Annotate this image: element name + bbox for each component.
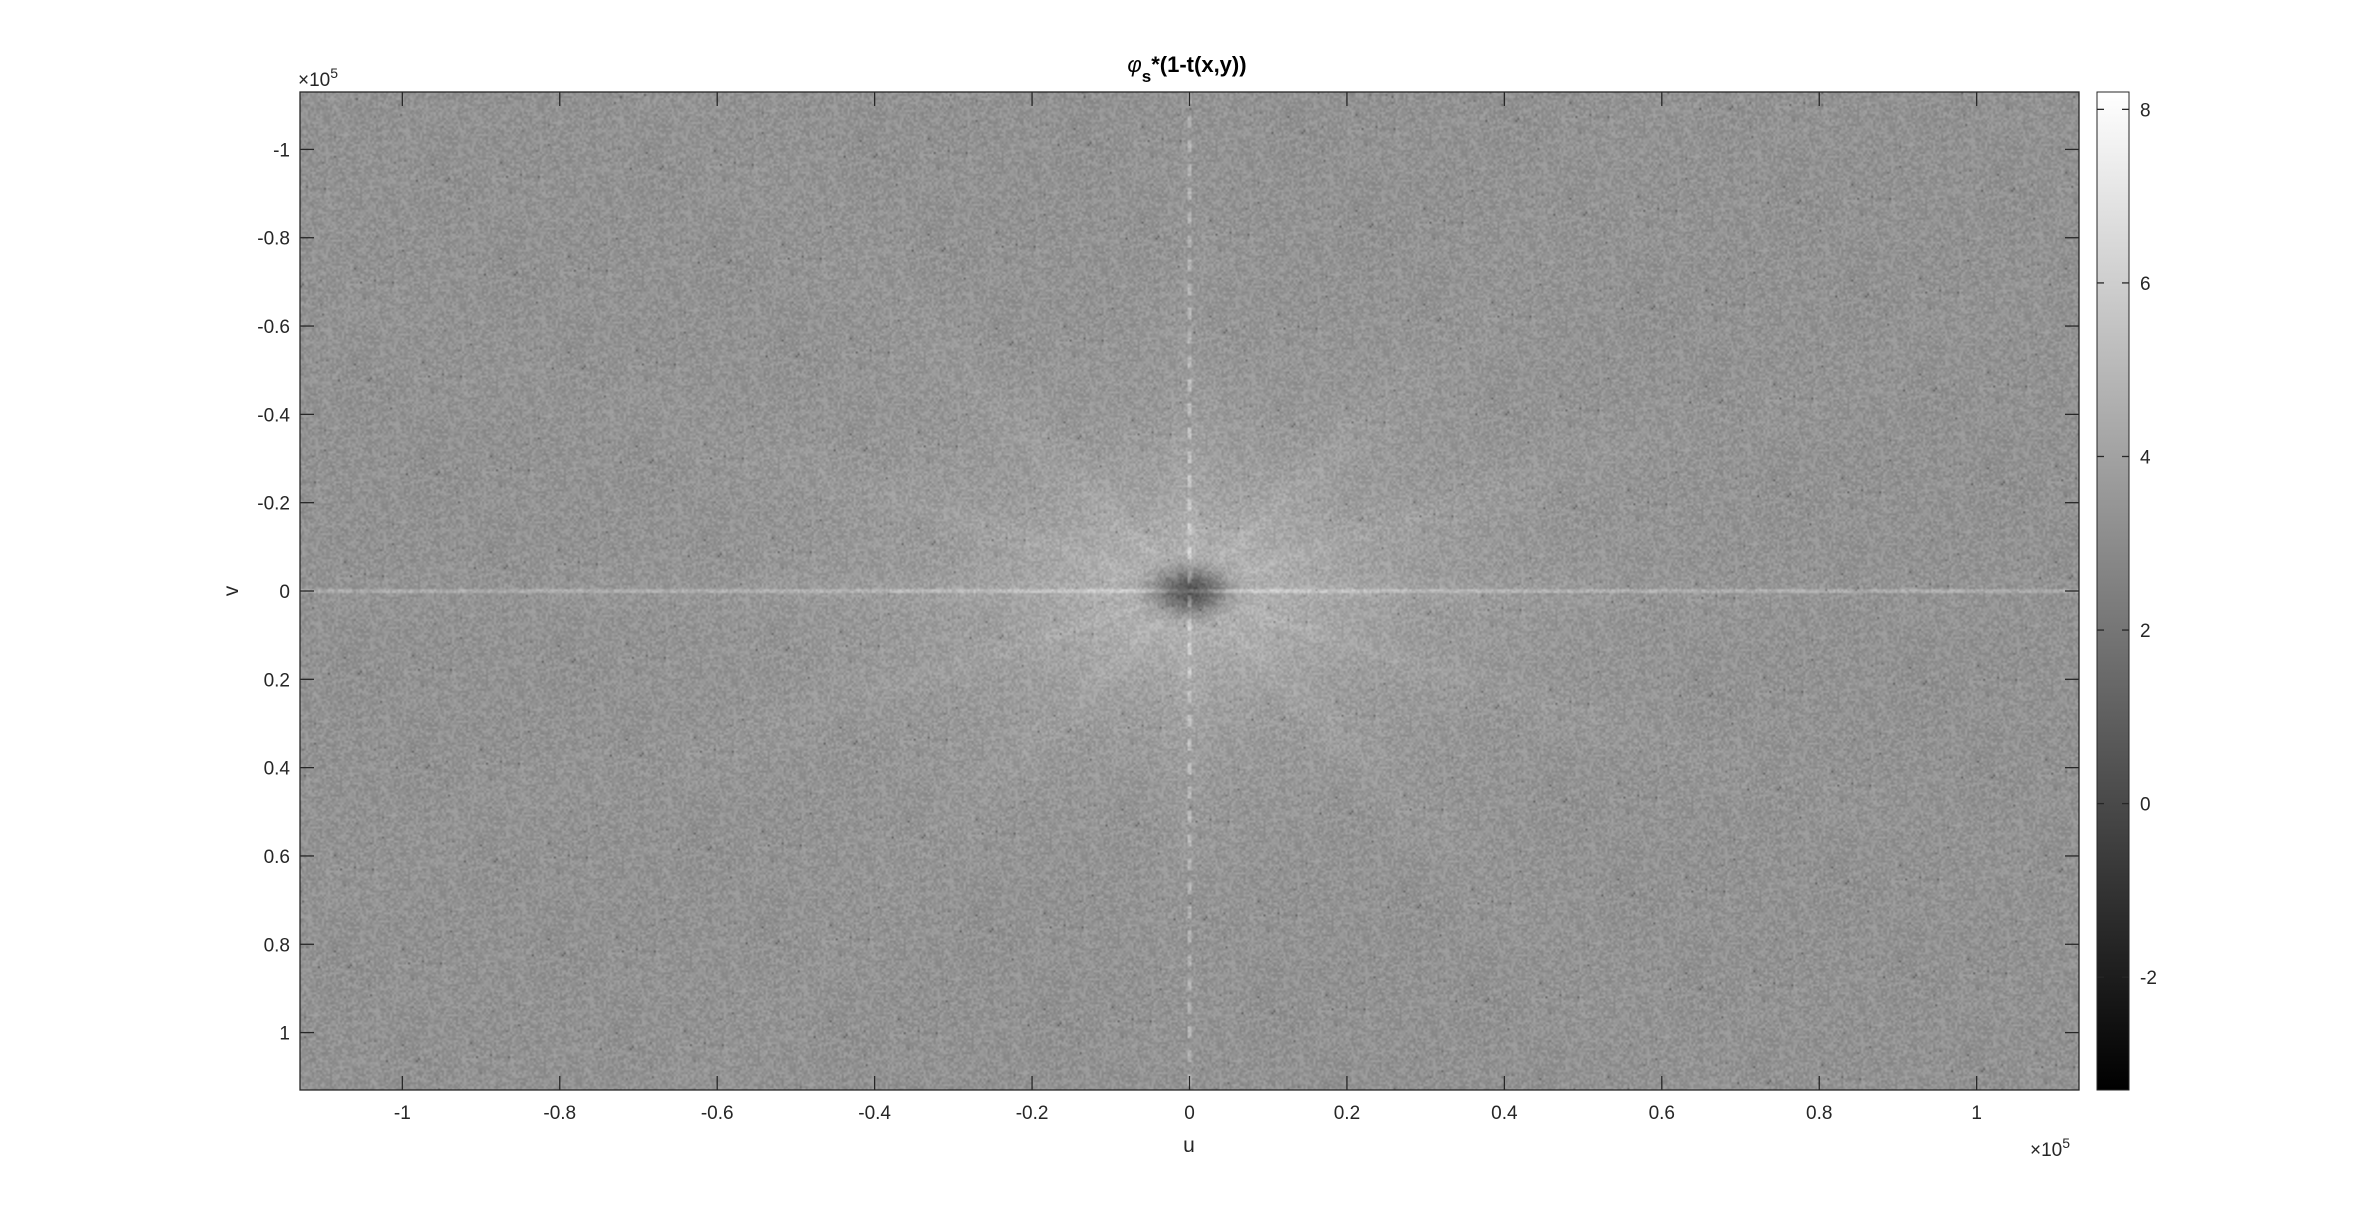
x-tick-label: 0.4 [1491,1103,1518,1124]
y-tick-label: -0.8 [257,229,290,250]
heatmap-area [300,92,2079,1090]
y-axis-label: v [220,585,243,596]
x-tick-label: -0.6 [701,1103,734,1124]
y-tick-label: -0.2 [257,494,290,515]
x-tick-label: -1 [394,1103,411,1124]
x-tick-label: 1 [1971,1103,1982,1124]
x-tick-label: 0.6 [1649,1103,1675,1124]
y-tick-label: 1 [279,1024,290,1045]
y-tick-label: 0 [279,582,290,603]
y-exponent-power: 5 [330,65,338,81]
colorbar-tick-label: 2 [2140,621,2151,642]
x-exponent-label: ×105 [2030,1135,2070,1161]
y-tick-label: 0.4 [264,759,291,780]
x-exponent-power: 5 [2062,1135,2070,1151]
y-tick-label: -0.6 [257,317,290,338]
colorbar-tick-label: 6 [2140,274,2151,295]
title-subscript: s [1142,67,1151,86]
colorbar-tick-label: 4 [2140,447,2151,468]
x-exponent-base: ×10 [2030,1140,2062,1161]
heatmap-image [300,92,2079,1090]
title-symbol: φ [1127,52,1141,77]
x-tick-label: 0.8 [1806,1103,1832,1124]
y-exponent-label: ×105 [298,65,338,91]
title-rest: *(1-t(x,y)) [1151,52,1246,77]
colorbar-tick-label: -2 [2140,968,2157,989]
y-tick-label: -1 [273,140,290,161]
colorbar-tick-label: 0 [2140,795,2151,816]
colorbar-gradient [2096,91,2130,1091]
x-tick-label: 0 [1184,1103,1195,1124]
y-tick-label: 0.6 [264,847,290,868]
x-tick-label: -0.8 [543,1103,576,1124]
y-tick-label: 0.2 [264,670,290,691]
x-tick-label: -0.2 [1016,1103,1049,1124]
colorbar-tick-label: 8 [2140,100,2151,121]
x-axis-label: u [1183,1134,1195,1157]
y-tick-label: -0.4 [257,405,290,426]
y-tick-label: 0.8 [264,935,290,956]
x-tick-label: 0.2 [1334,1103,1360,1124]
x-tick-label: -0.4 [858,1103,891,1124]
colorbar: -2 0 2 4 6 8 [2096,91,2157,1091]
chart-title: φs*(1-t(x,y)) [1127,52,1246,86]
y-exponent-base: ×10 [298,70,330,91]
axes: -1 -0.8 -0.6 -0.4 -0.2 0 0.2 0.4 0.6 0.8 1 -1 -0.8 -0… [257,91,2080,1124]
